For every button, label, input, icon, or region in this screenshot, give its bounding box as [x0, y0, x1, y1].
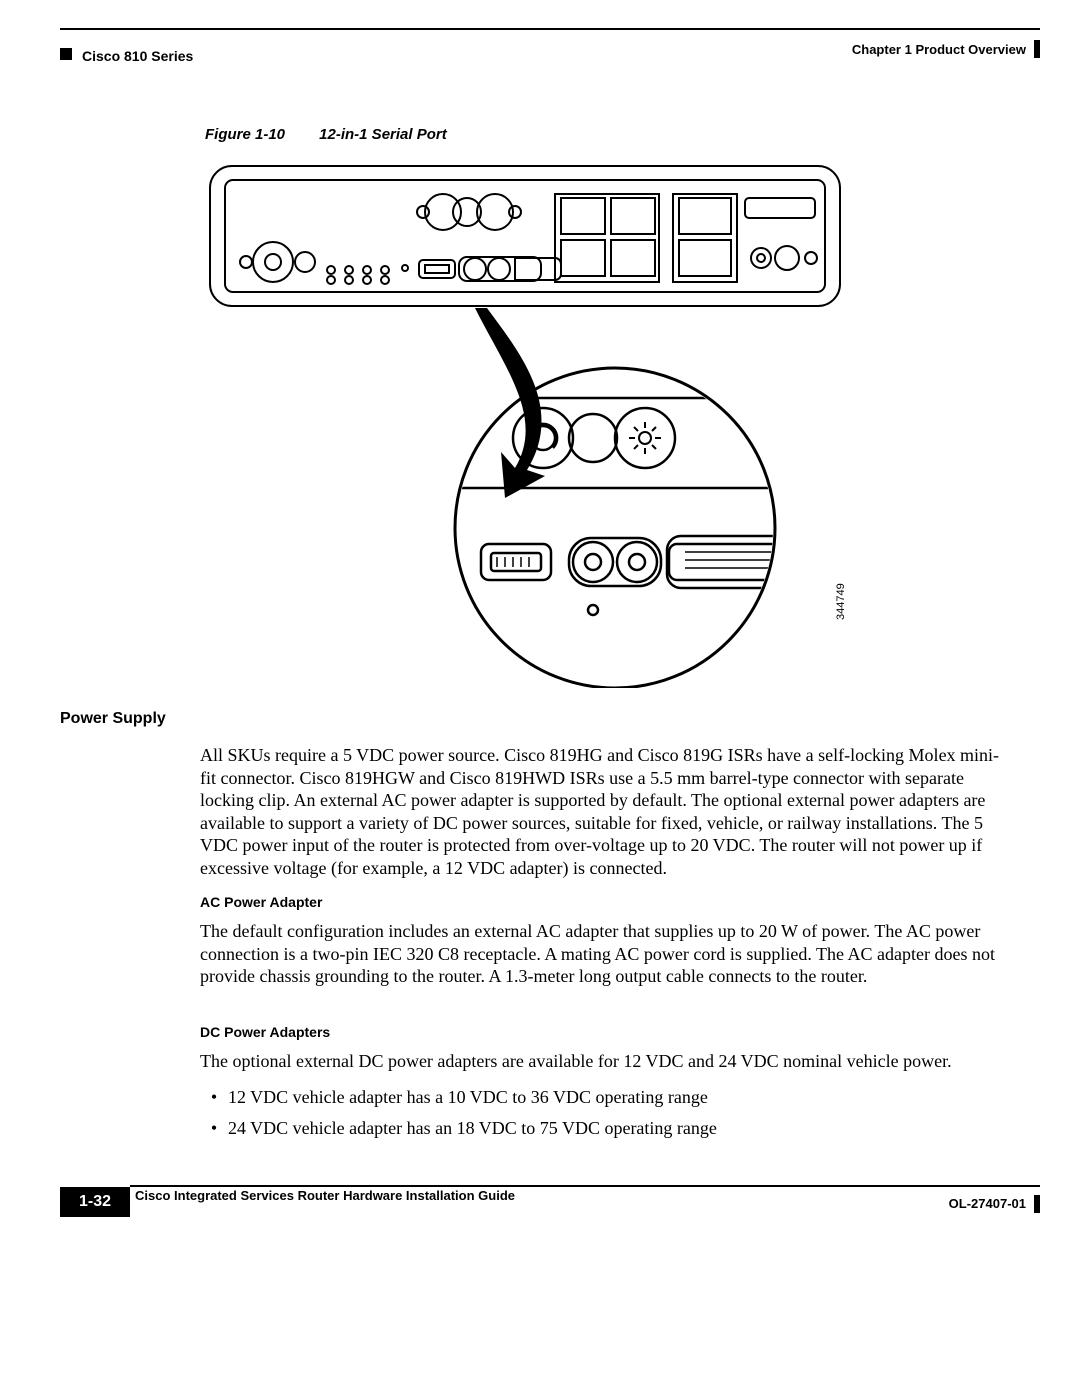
heading-power-supply: Power Supply: [60, 710, 166, 728]
figure-title: 12-in-1 Serial Port: [319, 126, 447, 143]
footer-guide-title: Cisco Integrated Services Router Hardwar…: [135, 1188, 515, 1203]
header-decoration-left: [60, 48, 72, 60]
paragraph-power-supply: All SKUs require a 5 VDC power source. C…: [200, 744, 1000, 879]
footer-rule: [130, 1185, 1040, 1187]
dc-adapter-bullets: 12 VDC vehicle adapter has a 10 VDC to 3…: [200, 1082, 1000, 1143]
heading-ac-adapter: AC Power Adapter: [200, 894, 322, 910]
heading-dc-adapters: DC Power Adapters: [200, 1024, 330, 1040]
header-decoration-right: [1034, 40, 1040, 58]
header-section-title: Cisco 810 Series: [82, 48, 193, 64]
figure-caption: Figure 1-10 12-in-1 Serial Port: [205, 126, 447, 143]
bullet-24vdc: 24 VDC vehicle adapter has an 18 VDC to …: [200, 1113, 1000, 1144]
footer-doc-id: OL-27407-01: [949, 1196, 1026, 1211]
paragraph-dc-intro: The optional external DC power adapters …: [200, 1050, 1000, 1073]
page-header: Cisco 810 Series Chapter 1 Product Overv…: [60, 38, 1040, 68]
paragraph-ac-adapter: The default configuration includes an ex…: [200, 920, 1000, 988]
header-chapter-title: Chapter 1 Product Overview: [852, 42, 1026, 57]
page-number-badge: 1-32: [60, 1187, 130, 1217]
document-page: Cisco 810 Series Chapter 1 Product Overv…: [0, 0, 1080, 1397]
bullet-12vdc: 12 VDC vehicle adapter has a 10 VDC to 3…: [200, 1082, 1000, 1113]
footer-decoration-right: [1034, 1195, 1040, 1213]
figure-number: Figure 1-10: [205, 126, 315, 143]
figure-diagram: [205, 158, 845, 688]
figure-image-id: 344749: [835, 583, 847, 620]
header-rule: [60, 28, 1040, 30]
